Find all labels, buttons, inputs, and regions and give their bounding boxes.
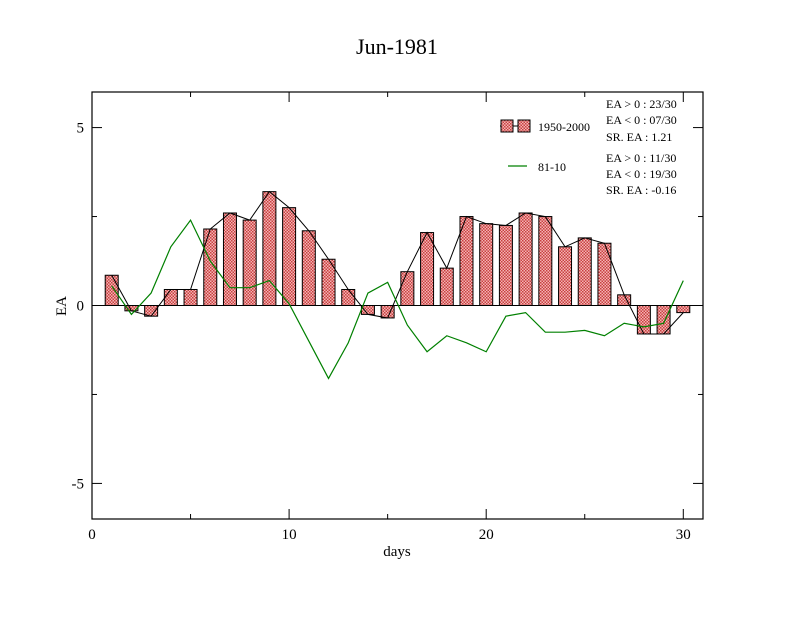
bar-day-24 — [558, 246, 573, 307]
bars-group — [104, 191, 691, 335]
series-81-10-line — [111, 218, 684, 380]
axis-ticks: 0 10 20 30 -5 0 5 — [72, 92, 703, 543]
series-1950-2000-outline — [111, 190, 684, 335]
chart-title: Jun-1981 — [356, 34, 438, 59]
bar-day-19 — [459, 216, 474, 307]
bar-day-10 — [282, 207, 297, 306]
bar-day-7 — [222, 212, 237, 307]
bar-day-23 — [538, 216, 553, 307]
legend-label-81-10: 81-10 — [538, 160, 566, 174]
bar-day-11 — [301, 230, 316, 306]
y-axis-label: EA — [54, 296, 70, 316]
y-tick-label: 0 — [77, 299, 85, 315]
bar-day-16 — [400, 271, 415, 306]
x-tick-label: 30 — [676, 527, 691, 543]
stats-1950-2000-negative: EA < 0 : 07/30 — [606, 113, 677, 127]
stats-81-10-positive: EA > 0 : 11/30 — [606, 151, 676, 165]
bar-day-8 — [242, 219, 257, 307]
bar-day-26 — [597, 242, 612, 307]
stats-block: EA > 0 : 23/30 EA < 0 : 07/30 SR. EA : 1… — [606, 97, 677, 197]
bar-day-30 — [676, 305, 691, 314]
bar-day-20 — [479, 223, 494, 307]
x-tick-label: 10 — [282, 527, 297, 543]
x-tick-label: 0 — [88, 527, 96, 543]
stats-1950-2000-positive: EA > 0 : 23/30 — [606, 97, 677, 111]
stats-81-10-sr: SR. EA : -0.16 — [606, 183, 676, 197]
bar-day-9 — [262, 191, 277, 306]
x-axis-label: days — [383, 544, 411, 560]
legend-label-1950-2000: 1950-2000 — [538, 120, 590, 134]
bar-day-14 — [360, 305, 375, 315]
bar-day-18 — [439, 267, 454, 307]
bar-day-22 — [518, 212, 533, 307]
legend-bar-swatch-right — [517, 119, 531, 133]
stats-1950-2000-sr: SR. EA : 1.21 — [606, 130, 672, 144]
bar-day-17 — [420, 232, 435, 306]
y-tick-label: -5 — [72, 476, 85, 492]
bar-day-5 — [183, 288, 198, 306]
bar-day-1 — [104, 274, 119, 307]
legend: 1950-2000 81-10 — [500, 119, 590, 174]
bar-day-28 — [636, 305, 651, 335]
y-tick-label: 5 — [77, 121, 85, 137]
bar-day-25 — [577, 237, 592, 306]
stats-81-10-negative: EA < 0 : 19/30 — [606, 167, 677, 181]
legend-bar-swatch-left — [500, 119, 514, 133]
bar-day-13 — [341, 288, 356, 306]
bar-day-21 — [498, 224, 513, 306]
bar-day-4 — [163, 288, 178, 306]
x-tick-label: 20 — [479, 527, 494, 543]
